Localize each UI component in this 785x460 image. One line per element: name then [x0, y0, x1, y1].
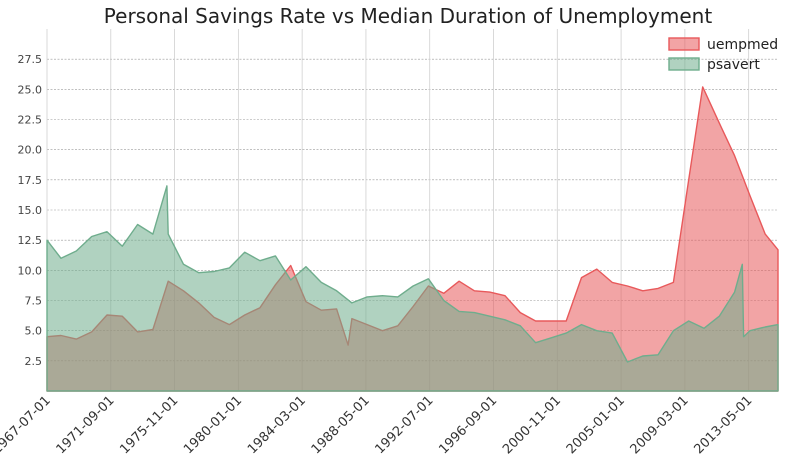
y-axis: 2.5 5.0 7.5 10.0 12.5 15.0 17.5 20.0 22.5 25.0 27.…: [18, 53, 43, 368]
x-tick-label: 1967-07-01: [0, 393, 54, 457]
y-tick-label: 25.0: [18, 83, 43, 96]
chart-title: Personal Savings Rate vs Median Duration…: [104, 4, 713, 28]
y-tick-label: 20.0: [18, 144, 43, 157]
x-tick-label: 2009-03-01: [628, 393, 692, 457]
x-axis: 1967-07-01 1971-09-01 1975-11-01 1980-01-01…: [0, 393, 755, 457]
x-tick-label: 1971-09-01: [54, 393, 118, 457]
legend: uempmed psavert: [668, 37, 778, 73]
series-area-psavert: [46, 185, 779, 392]
y-tick-label: 17.5: [18, 174, 43, 187]
x-tick-label: 1984-03-01: [245, 393, 309, 457]
legend-label-psavert: psavert: [707, 57, 760, 73]
y-tick-label: 2.5: [25, 355, 43, 368]
legend-swatch-psavert: [668, 57, 700, 71]
x-tick-label: 2005-01-01: [564, 393, 628, 457]
y-tick-label: 5.0: [25, 325, 43, 338]
y-tick-label: 12.5: [18, 234, 43, 247]
y-tick-label: 22.5: [18, 114, 43, 127]
x-tick-label: 1980-01-01: [181, 393, 245, 457]
x-tick-label: 1988-05-01: [309, 393, 373, 457]
x-tick-label: 2000-11-01: [500, 393, 564, 457]
y-tick-label: 10.0: [18, 264, 43, 277]
y-tick-label: 7.5: [25, 295, 43, 308]
areas: [46, 86, 779, 392]
x-tick-label: 1992-07-01: [373, 393, 437, 457]
legend-swatch-uempmed: [668, 37, 700, 51]
legend-label-uempmed: uempmed: [707, 37, 778, 53]
y-tick-label: 27.5: [18, 53, 43, 66]
y-tick-label: 15.0: [18, 204, 43, 217]
x-tick-label: 1996-09-01: [436, 393, 500, 457]
x-tick-label: 1975-11-01: [117, 393, 181, 457]
x-tick-label: 2013-05-01: [691, 393, 755, 457]
